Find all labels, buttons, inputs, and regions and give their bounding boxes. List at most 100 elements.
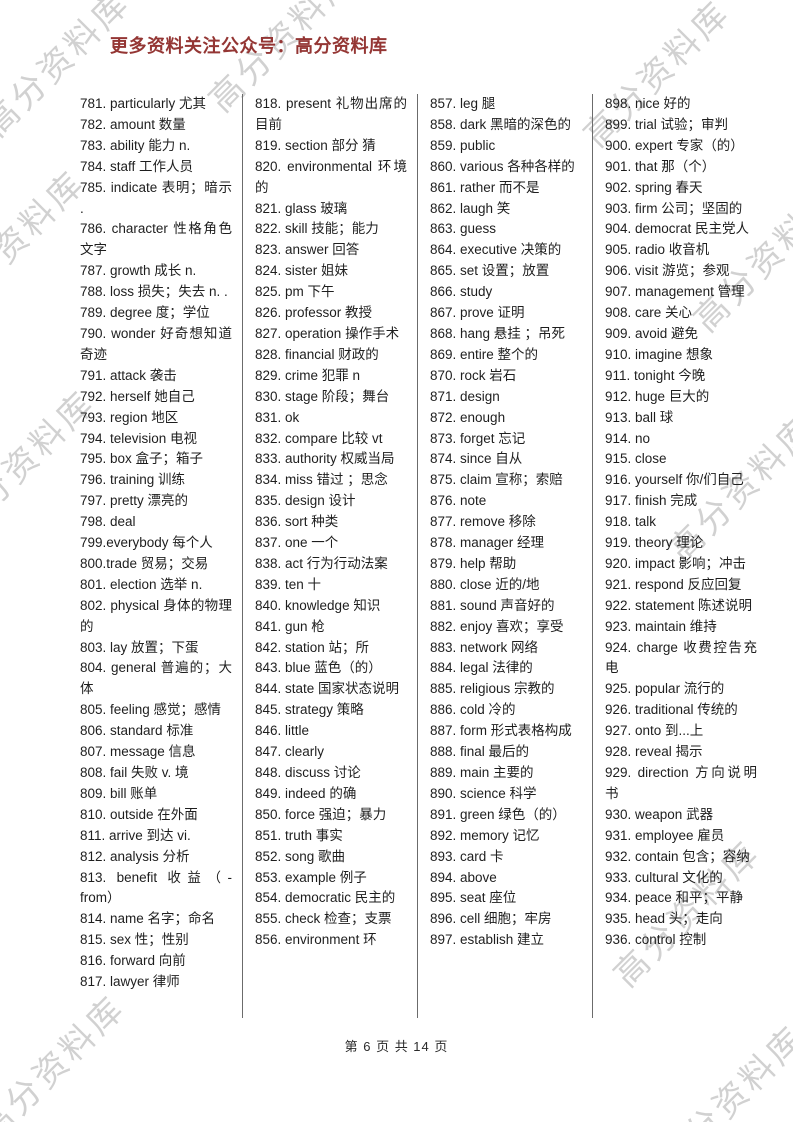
vocab-entry: 927. onto 到...上 xyxy=(605,723,704,739)
vocab-entry: 835. design 设计 xyxy=(255,493,356,509)
vocab-entry: 864. executive 决策的 xyxy=(430,242,562,258)
vocab-entry: 889. main 主要的 xyxy=(430,765,534,780)
vocab-entry: 916. yourself 你/们自己 xyxy=(605,472,744,488)
vocab-entry: 930. weapon 武器 xyxy=(605,806,714,822)
vocab-entry: 888. final 最后的 xyxy=(430,744,530,760)
vocab-entry: 799.everybody 每个人 xyxy=(80,535,213,551)
vocab-entry: 903. firm 公司；坚固的 xyxy=(605,200,743,216)
vocab-columns: 781. particularly 尤其 782. amount 数量 783. a… xyxy=(80,94,757,1018)
vocab-entry: 867. prove 证明 xyxy=(430,305,525,321)
page-number: 第 6 页 共 14 页 xyxy=(344,1039,449,1054)
vocab-entry: 838. act 行为行动法案 xyxy=(255,555,388,571)
vocab-entry: 855. check 检查；支票 xyxy=(255,911,392,927)
vocab-entry: 901. that 那（个） xyxy=(605,158,716,174)
vocab-entry: 827. operation 操作手术 xyxy=(255,325,400,341)
vocab-entry: 805. feeling 感觉；感情 xyxy=(80,702,222,718)
vocab-entry: 894. above xyxy=(430,869,497,885)
vocab-entry: 845. strategy 策略 xyxy=(255,702,364,718)
vocab-entry: 840. knowledge 知识 xyxy=(255,597,381,613)
vocab-entry: 856. environment 环 xyxy=(255,932,377,948)
vocab-entry: 807. message 信息 xyxy=(80,744,196,760)
vocab-entry: 848. discuss 讨论 xyxy=(255,765,361,780)
vocab-entry: 806. standard 标准 xyxy=(80,723,194,739)
vocab-entry: 796. training 训练 xyxy=(80,472,186,488)
vocab-entry: 914. no xyxy=(605,430,651,446)
vocab-entry: 824. sister 姐妹 xyxy=(255,263,349,279)
vocab-entry: 865. set 设置；放置 xyxy=(430,263,550,279)
vocab-entry: 915. close xyxy=(605,451,667,467)
vocab-entry: 849. indeed 的确 xyxy=(255,785,357,801)
vocab-entry: 922. statement 陈述说明 xyxy=(605,597,753,613)
vocab-entry: 932. contain 包含；容纳 xyxy=(605,848,750,864)
vocab-entry: 898. nice 好的 xyxy=(605,96,691,111)
vocab-entry: 919. theory 理论 xyxy=(605,535,704,551)
vocab-entry: 784. staff 工作人员 xyxy=(80,158,194,174)
vocab-entry: 874. since 自从 xyxy=(430,451,523,467)
vocab-entry: 890. science 科学 xyxy=(430,785,537,801)
vocab-entry: 906. visit 游览；参观 xyxy=(605,263,730,279)
vocab-entry: 783. ability 能力 n. xyxy=(80,137,191,153)
vocab-entry: 814. name 名字；命名 xyxy=(80,911,216,927)
vocab-entry: 825. pm 下午 xyxy=(255,284,335,300)
vocab-entry: 931. employee 雇员 xyxy=(605,827,725,843)
vocab-entry: 781. particularly 尤其 xyxy=(80,96,207,111)
vocab-entry: 803. lay 放置；下蛋 xyxy=(80,639,199,655)
vocab-entry: 891. green 绿色（的） xyxy=(430,806,566,822)
vocab-entry: 793. region 地区 xyxy=(80,409,179,425)
vocab-entry: 812. analysis 分析 xyxy=(80,848,190,864)
vocab-entry: 868. hang 悬挂 ；吊死 xyxy=(430,325,566,341)
vocab-entry: 911. tonight 今晚 xyxy=(605,367,706,383)
vocab-entry: 801. election 选举 n. xyxy=(80,576,203,592)
vocab-entry: 862. laugh 笑 xyxy=(430,200,511,216)
vocab-entry: 908. care 关心 xyxy=(605,305,693,321)
vocab-entry: 842. station 站；所 xyxy=(255,639,370,655)
vocab-entry: 851. truth 事实 xyxy=(255,827,343,843)
column-divider xyxy=(242,94,243,1018)
vocab-entry: 883. network 网络 xyxy=(430,639,539,655)
vocab-entry: 804. general 普遍的；大体 xyxy=(80,660,232,697)
column-divider xyxy=(417,94,418,1018)
vocab-entry: 794. television 电视 xyxy=(80,430,198,446)
vocab-entry: 882. enjoy 喜欢；享受 xyxy=(430,618,564,634)
vocab-entry: 802. physical 身体的物理的 xyxy=(80,597,232,634)
vocab-entry: 790. wonder 好奇想知道奇迹 xyxy=(80,325,232,362)
vocab-entry: 880. close 近的/地 xyxy=(430,576,540,592)
vocab-entry: 872. enough xyxy=(430,409,506,425)
vocab-entry: 844. state 国家状态说明 xyxy=(255,681,400,697)
vocab-entry: 815. sex 性；性别 xyxy=(80,932,189,948)
vocab-entry: 936. control 控制 xyxy=(605,932,707,948)
vocab-entry: 923. maintain 维持 xyxy=(605,618,717,634)
vocab-entry: 924. charge 收费控告充电 xyxy=(605,639,757,676)
vocab-column-2: 818. present 礼物出席的目前 819. section 部分 猜 820… xyxy=(243,94,417,1018)
vocab-entry: 834. miss 错过 ；思念 xyxy=(255,472,388,488)
vocab-entry: 843. blue 蓝色（的） xyxy=(255,660,382,676)
column-divider xyxy=(592,94,593,1018)
vocab-entry: 925. popular 流行的 xyxy=(605,681,725,697)
vocab-entry: 875. claim 宣称；索赔 xyxy=(430,472,563,488)
vocab-entry: 934. peace 和平；平静 xyxy=(605,890,744,906)
vocab-entry: 935. head 头；走向 xyxy=(605,911,723,927)
vocab-entry: 792. herself 她自己 xyxy=(80,388,195,404)
vocab-entry: 899. trial 试验；审判 xyxy=(605,116,729,132)
vocab-entry: 870. rock 岩石 xyxy=(430,367,517,383)
vocab-entry: 841. gun 枪 xyxy=(255,618,325,634)
vocab-entry: 837. one 一个 xyxy=(255,535,339,551)
vocab-entry: 810. outside 在外面 xyxy=(80,806,198,822)
vocab-entry: 857. leg 腿 xyxy=(430,96,496,111)
vocab-entry: 928. reveal 揭示 xyxy=(605,744,703,760)
vocab-entry: 861. rather 而不是 xyxy=(430,179,540,195)
vocab-entry: 782. amount 数量 xyxy=(80,116,186,132)
vocab-entry: 876. note xyxy=(430,493,487,509)
vocab-entry: 912. huge 巨大的 xyxy=(605,388,710,404)
vocab-entry: 821. glass 玻璃 xyxy=(255,200,348,216)
vocab-entry: 795. box 盒子；箱子 xyxy=(80,451,204,467)
vocab-entry: 917. finish 完成 xyxy=(605,493,698,509)
vocab-entry: 798. deal xyxy=(80,514,136,530)
watermark-text: 高分资料库 xyxy=(651,1018,793,1122)
vocab-entry: 860. various 各种各样的 xyxy=(430,158,575,174)
vocab-entry: 884. legal 法律的 xyxy=(430,660,533,676)
header-notice: 更多资料关注公众号：高分资料库 xyxy=(110,36,388,56)
vocab-entry: 885. religious 宗教的 xyxy=(430,681,555,697)
vocab-entry: 881. sound 声音好的 xyxy=(430,597,555,613)
vocab-entry: 788. loss 损失；失去 n. . xyxy=(80,284,228,300)
